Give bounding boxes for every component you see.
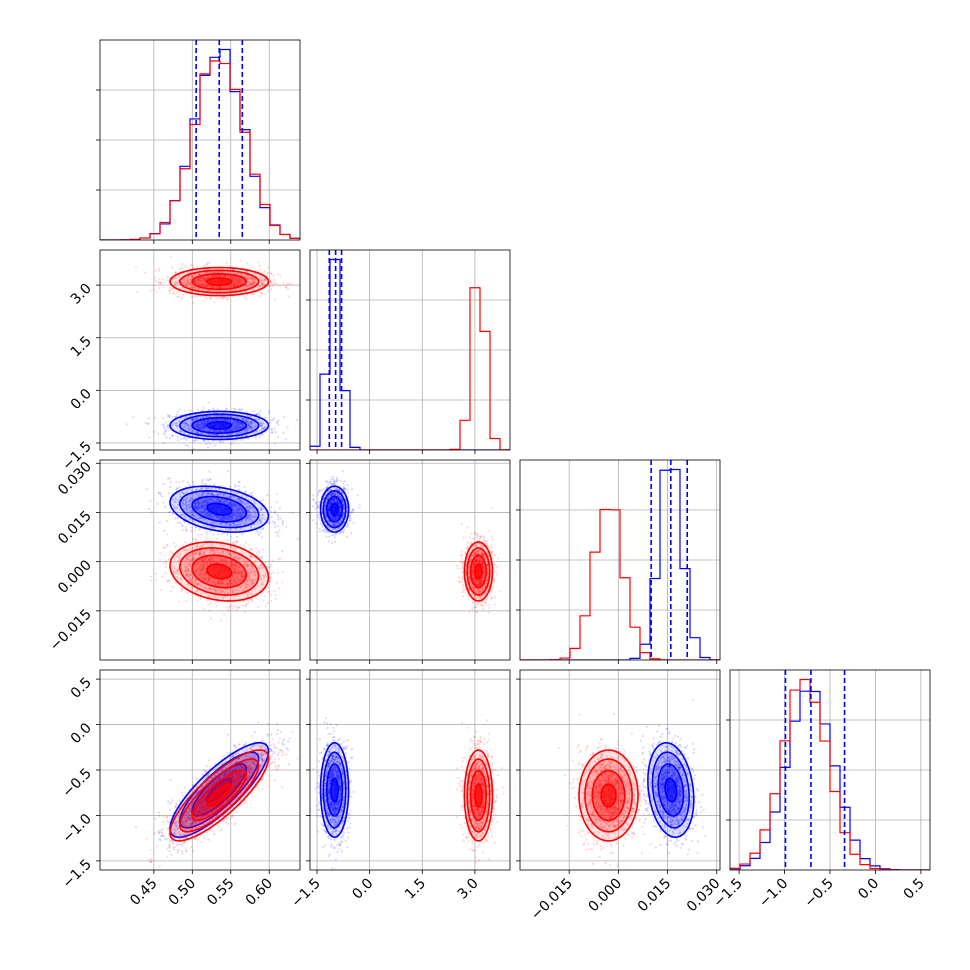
- panel-frame: [309, 459, 511, 661]
- y-tick-label: 0.015: [55, 508, 95, 548]
- contour-series-0: [319, 485, 350, 533]
- x-tick-label: 0.50: [166, 876, 199, 909]
- scatter-panel-2-1: [306, 459, 511, 664]
- y-tick-label: 3.0: [68, 281, 95, 308]
- y-tick-label: −1.5: [59, 856, 94, 891]
- x-tick-label: 0.0: [349, 876, 376, 903]
- contour-series-1: [169, 266, 270, 297]
- contour-level: [206, 421, 233, 430]
- panel-frame: [99, 459, 301, 661]
- hist-panel-1: [306, 249, 511, 454]
- x-tick-label: 0.5: [901, 876, 928, 903]
- contour-series-0: [647, 741, 695, 839]
- scatter-panel-1-0: −1.50.01.53.0: [59, 249, 301, 474]
- x-tick-label: −0.015: [528, 876, 576, 924]
- hist-series-1: [100, 60, 300, 240]
- scatter-panel-3-0: −1.5 −1.0 −0.5 0.0 0.5: [59, 669, 301, 892]
- scatter-panel-3-2: [516, 669, 721, 874]
- x-tick-label: −1.5: [288, 876, 323, 911]
- hist-panel-0: [96, 39, 301, 244]
- contour-series-0: [169, 485, 270, 533]
- contour-level: [206, 783, 233, 808]
- y-tick-label: 0.5: [68, 675, 95, 702]
- contour-series-0: [319, 741, 350, 839]
- contour-level: [474, 783, 483, 808]
- hist-panel-3: [726, 669, 931, 874]
- y-tick-label: −0.5: [59, 766, 94, 801]
- x-tick-label: 0.45: [127, 876, 160, 909]
- contour-level: [206, 563, 233, 580]
- contour-series-1: [463, 541, 494, 602]
- x-tick-label: 0.55: [204, 876, 237, 909]
- contour-level: [330, 777, 339, 803]
- panel-frame: [99, 249, 301, 451]
- y-tick-label: −0.015: [47, 606, 95, 654]
- x-tick-label: −0.5: [801, 876, 836, 911]
- contour-level: [206, 502, 233, 516]
- x-tick-label: 3.0: [455, 876, 482, 903]
- y-tick-label: −1.0: [59, 811, 94, 846]
- x-tick-label: −1.0: [756, 876, 791, 911]
- x-tick-label: 1.5: [402, 876, 429, 903]
- contour-series-1: [169, 541, 270, 602]
- contour-level: [600, 783, 617, 808]
- contour-level: [330, 502, 339, 516]
- contour-series-0: [169, 410, 270, 441]
- contour-level: [474, 563, 483, 580]
- hist-panel-2: [516, 459, 721, 664]
- contour-series-1: [169, 749, 270, 842]
- contour-level: [664, 777, 678, 803]
- y-tick-label: 0.000: [55, 557, 95, 597]
- x-tick-label: 0.0: [855, 876, 882, 903]
- y-tick-label: 0.0: [68, 386, 95, 413]
- y-tick-label: 1.5: [68, 333, 95, 360]
- x-tick-label: 0.000: [586, 876, 626, 916]
- x-tick-label: 0.015: [635, 876, 675, 916]
- y-tick-label: 0.0: [68, 720, 95, 747]
- contour-series-1: [463, 749, 494, 842]
- x-tick-label: 0.60: [243, 876, 276, 909]
- contour-level: [206, 277, 233, 286]
- contour-series-1: [578, 749, 639, 842]
- scatter-panel-3-1: [306, 669, 511, 874]
